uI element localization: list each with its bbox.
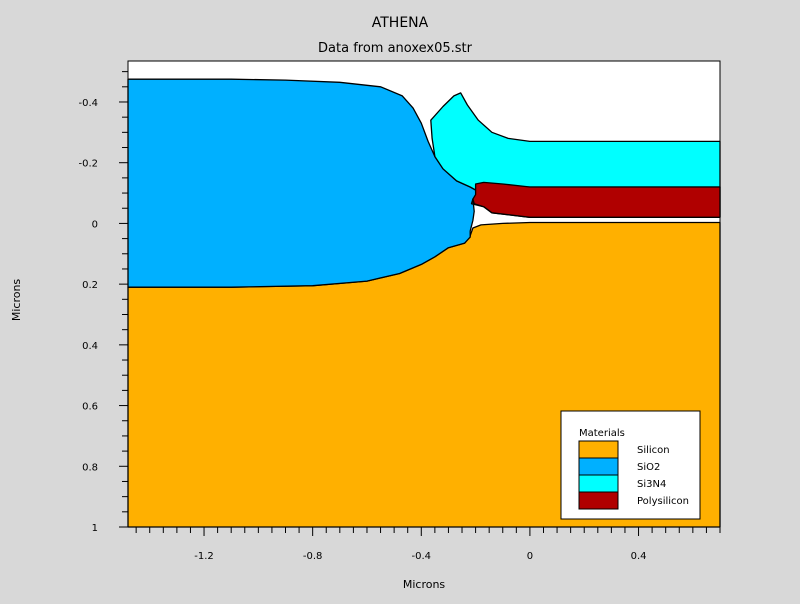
legend-label-si3n4: Si3N4 bbox=[637, 479, 666, 490]
y-tick-label: 0.2 bbox=[82, 280, 98, 291]
x-axis: -1.2 -0.8 -0.4 0 0.4 bbox=[135, 527, 721, 562]
legend-swatch-si3n4 bbox=[578, 474, 619, 493]
chart-title: ATHENA bbox=[372, 15, 429, 31]
plot-frame bbox=[127, 60, 721, 528]
y-tick-label: 1 bbox=[92, 523, 98, 534]
y-tick-label: 0.6 bbox=[82, 402, 98, 413]
y-tick-label: -0.4 bbox=[78, 98, 98, 109]
x-tick-label: -1.2 bbox=[194, 551, 214, 562]
chart-subtitle: Data from anoxex05.str bbox=[318, 41, 473, 56]
x-tick-label: -0.4 bbox=[412, 551, 432, 562]
legend: Materials Silicon SiO2 Si3N4 Polysilicon bbox=[560, 410, 701, 520]
x-axis-label: Microns bbox=[403, 578, 446, 591]
legend-label-silicon: Silicon bbox=[637, 445, 670, 456]
legend-label-polysilicon: Polysilicon bbox=[637, 496, 689, 507]
y-tick-label: 0.8 bbox=[82, 462, 98, 473]
y-tick-label: 0 bbox=[92, 219, 98, 230]
y-axis-label: Microns bbox=[10, 279, 23, 322]
legend-items: Silicon SiO2 Si3N4 Polysilicon bbox=[578, 440, 689, 510]
legend-swatch-sio2 bbox=[578, 457, 619, 476]
x-tick-label: 0 bbox=[527, 551, 533, 562]
legend-swatch-silicon bbox=[578, 440, 619, 459]
legend-label-sio2: SiO2 bbox=[637, 462, 660, 473]
legend-swatch-polysilicon bbox=[578, 491, 619, 510]
y-tick-label: 0.4 bbox=[82, 341, 98, 352]
y-axis: -0.4 -0.2 0 0.2 0.4 0.6 0.8 1 bbox=[78, 71, 128, 534]
x-tick-label: -0.8 bbox=[303, 551, 323, 562]
y-tick-label: -0.2 bbox=[78, 159, 98, 170]
x-tick-label: 0.4 bbox=[631, 551, 647, 562]
region-polysilicon bbox=[472, 181, 721, 218]
legend-title: Materials bbox=[579, 428, 625, 439]
